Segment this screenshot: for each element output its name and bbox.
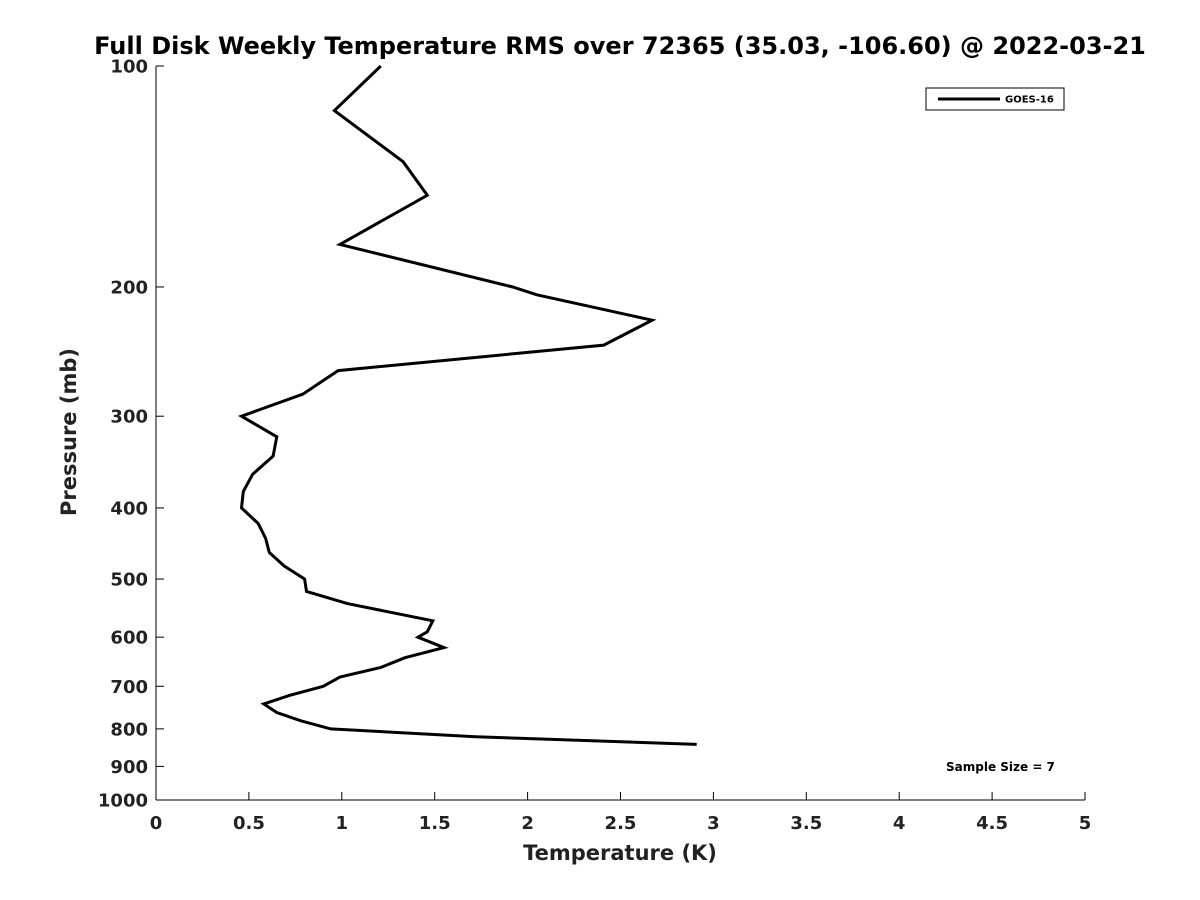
y-tick-label: 700 [110, 677, 148, 698]
y-tick-label: 300 [110, 407, 148, 428]
y-tick-label: 800 [110, 719, 148, 740]
legend-entry-label: GOES-16 [1005, 95, 1054, 106]
x-tick-label: 4.5 [976, 813, 1008, 834]
y-axis-label: Pressure (mb) [57, 348, 81, 516]
x-tick-label: 4 [893, 813, 906, 834]
x-tick-label: 1.5 [419, 813, 451, 834]
y-tick-label: 200 [110, 277, 148, 298]
y-tick-label: 1000 [98, 791, 148, 812]
x-tick-label: 0.5 [233, 813, 265, 834]
series-line [237, 64, 697, 746]
y-tick-label: 500 [110, 570, 148, 591]
y-tick-label: 600 [110, 628, 148, 649]
series-layer [237, 64, 697, 746]
y-tick-label: 100 [110, 57, 148, 78]
x-tick-label: 3 [707, 813, 720, 834]
x-tick-label: 1 [336, 813, 349, 834]
sample-size-annotation: Sample Size = 7 [946, 760, 1055, 774]
y-tick-label: 900 [110, 757, 148, 778]
axes: 0 0.5 1 1.5 2 2.5 3 3.5 4 4.5 5 100 200 300 400 500 600 7… [98, 57, 1091, 835]
x-tick-label: 3.5 [790, 813, 822, 834]
x-tick-label: 5 [1079, 813, 1092, 834]
y-tick-label: 400 [110, 498, 148, 519]
x-tick-label: 2.5 [605, 813, 637, 834]
chart-title: Full Disk Weekly Temperature RMS over 72… [94, 32, 1146, 60]
x-tick-label: 0 [150, 813, 163, 834]
legend: GOES-16 [925, 87, 1065, 111]
x-axis-label: Temperature (K) [523, 841, 717, 865]
x-tick-label: 2 [521, 813, 534, 834]
